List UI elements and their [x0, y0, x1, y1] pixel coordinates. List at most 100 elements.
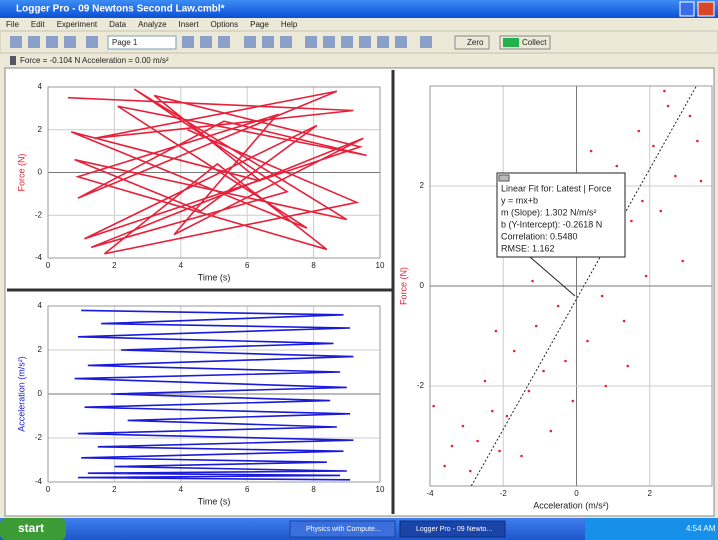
page-area	[4, 67, 715, 517]
x-tick-label: 8	[311, 261, 316, 270]
x-tick-label: 6	[245, 485, 250, 494]
data-line	[67, 88, 367, 255]
y-tick-label: -2	[417, 381, 425, 390]
x-axis-label: Time (s)	[198, 272, 231, 282]
task-button[interactable]	[289, 520, 396, 538]
x-tick-label: 0	[46, 485, 51, 494]
menu-item[interactable]: Analyze	[138, 20, 167, 29]
x-axis-label: Acceleration (m/s²)	[533, 500, 609, 510]
status-meter: Force = -0.104 N Acceleration = 0.00 m/s…	[20, 56, 169, 65]
menu-item[interactable]: Options	[211, 20, 239, 29]
y-tick-label: 2	[38, 125, 43, 134]
data-point	[666, 104, 670, 108]
data-point	[483, 379, 487, 383]
x-tick-label: 0	[46, 261, 51, 270]
y-tick-label: 4	[38, 82, 43, 91]
data-point	[644, 274, 648, 278]
fit-text: y = mx+b	[501, 195, 538, 205]
plot-frame	[429, 85, 713, 487]
x-tick-label: 2	[112, 261, 117, 270]
start-button[interactable]	[0, 518, 66, 540]
menu-item[interactable]: File	[6, 20, 19, 29]
fit-pointer	[529, 256, 576, 297]
data-point	[641, 199, 644, 203]
fit-text: m (Slope): 1.302 N/m/s²	[501, 207, 597, 217]
data-point	[494, 329, 498, 333]
collect-label: Collect	[522, 38, 547, 47]
data-point	[531, 279, 534, 283]
fit-text: Linear Fit for: Latest | Force	[501, 183, 611, 193]
y-tick-label: -4	[35, 477, 43, 486]
minimize[interactable]	[679, 1, 695, 17]
data-point	[681, 259, 685, 263]
title-bar	[0, 0, 718, 18]
data-point	[498, 449, 501, 453]
data-point	[571, 399, 575, 403]
x-tick-label: -4	[426, 489, 434, 498]
zero-label: Zero	[467, 38, 484, 47]
zero-button[interactable]	[454, 35, 490, 50]
data-point	[589, 149, 593, 153]
y-axis-label: Force (N)	[16, 153, 26, 191]
menu-item[interactable]: Edit	[31, 20, 46, 29]
data-point	[630, 219, 633, 223]
close[interactable]	[697, 1, 715, 17]
data-point	[520, 454, 523, 458]
y-tick-label: 0	[38, 389, 43, 398]
data-point	[564, 359, 567, 363]
data-point	[674, 174, 677, 178]
collect-icon	[503, 38, 519, 47]
fit-text: Correlation: 0.5480	[501, 231, 578, 241]
task-label: Physics with Compute...	[306, 526, 381, 533]
data-point	[461, 424, 465, 428]
x-tick-label: 2	[112, 485, 117, 494]
fit-box	[496, 172, 626, 258]
data-point	[696, 139, 699, 143]
data-point	[476, 439, 479, 443]
menu-item[interactable]: Experiment	[57, 20, 98, 29]
menu-item[interactable]: Data	[109, 20, 126, 29]
data-line	[74, 309, 354, 481]
data-point	[663, 89, 666, 93]
data-point	[586, 339, 589, 343]
data-point	[443, 464, 446, 468]
plot-frame	[47, 86, 381, 259]
toolbar-icons	[10, 36, 432, 48]
data-point	[512, 349, 516, 353]
data-point	[549, 429, 553, 433]
x-tick-label: 4	[179, 485, 184, 494]
page-label: Page 1	[112, 38, 138, 47]
x-tick-label: 4	[179, 261, 184, 270]
y-tick-label: -4	[35, 253, 43, 262]
x-tick-label: 0	[574, 489, 579, 498]
data-point	[688, 114, 692, 118]
y-axis-label: Acceleration (m/s²)	[16, 356, 26, 432]
data-point	[652, 144, 655, 148]
x-tick-label: 2	[648, 489, 653, 498]
data-point	[699, 179, 703, 183]
x-tick-label: -2	[500, 489, 508, 498]
data-point	[637, 129, 641, 133]
y-tick-label: -2	[35, 433, 43, 442]
data-point	[604, 384, 608, 388]
data-point	[542, 369, 545, 373]
menu-item[interactable]: Page	[250, 20, 269, 29]
data-point	[556, 304, 560, 308]
data-point	[534, 324, 538, 328]
x-tick-label: 8	[311, 485, 316, 494]
y-tick-label: 2	[420, 181, 425, 190]
data-point	[622, 319, 626, 323]
x-tick-label: 10	[376, 261, 385, 270]
x-tick-label: 6	[245, 261, 250, 270]
task-button[interactable]	[399, 520, 506, 538]
menu-item[interactable]: Help	[281, 20, 298, 29]
y-tick-label: -2	[35, 210, 43, 219]
menu-item[interactable]: Insert	[179, 20, 200, 29]
page-select[interactable]	[107, 35, 177, 50]
x-tick-label: 10	[376, 485, 385, 494]
fit-box-close[interactable]	[498, 174, 510, 182]
tray	[585, 518, 718, 540]
data-point	[615, 164, 619, 168]
data-point	[527, 389, 531, 393]
